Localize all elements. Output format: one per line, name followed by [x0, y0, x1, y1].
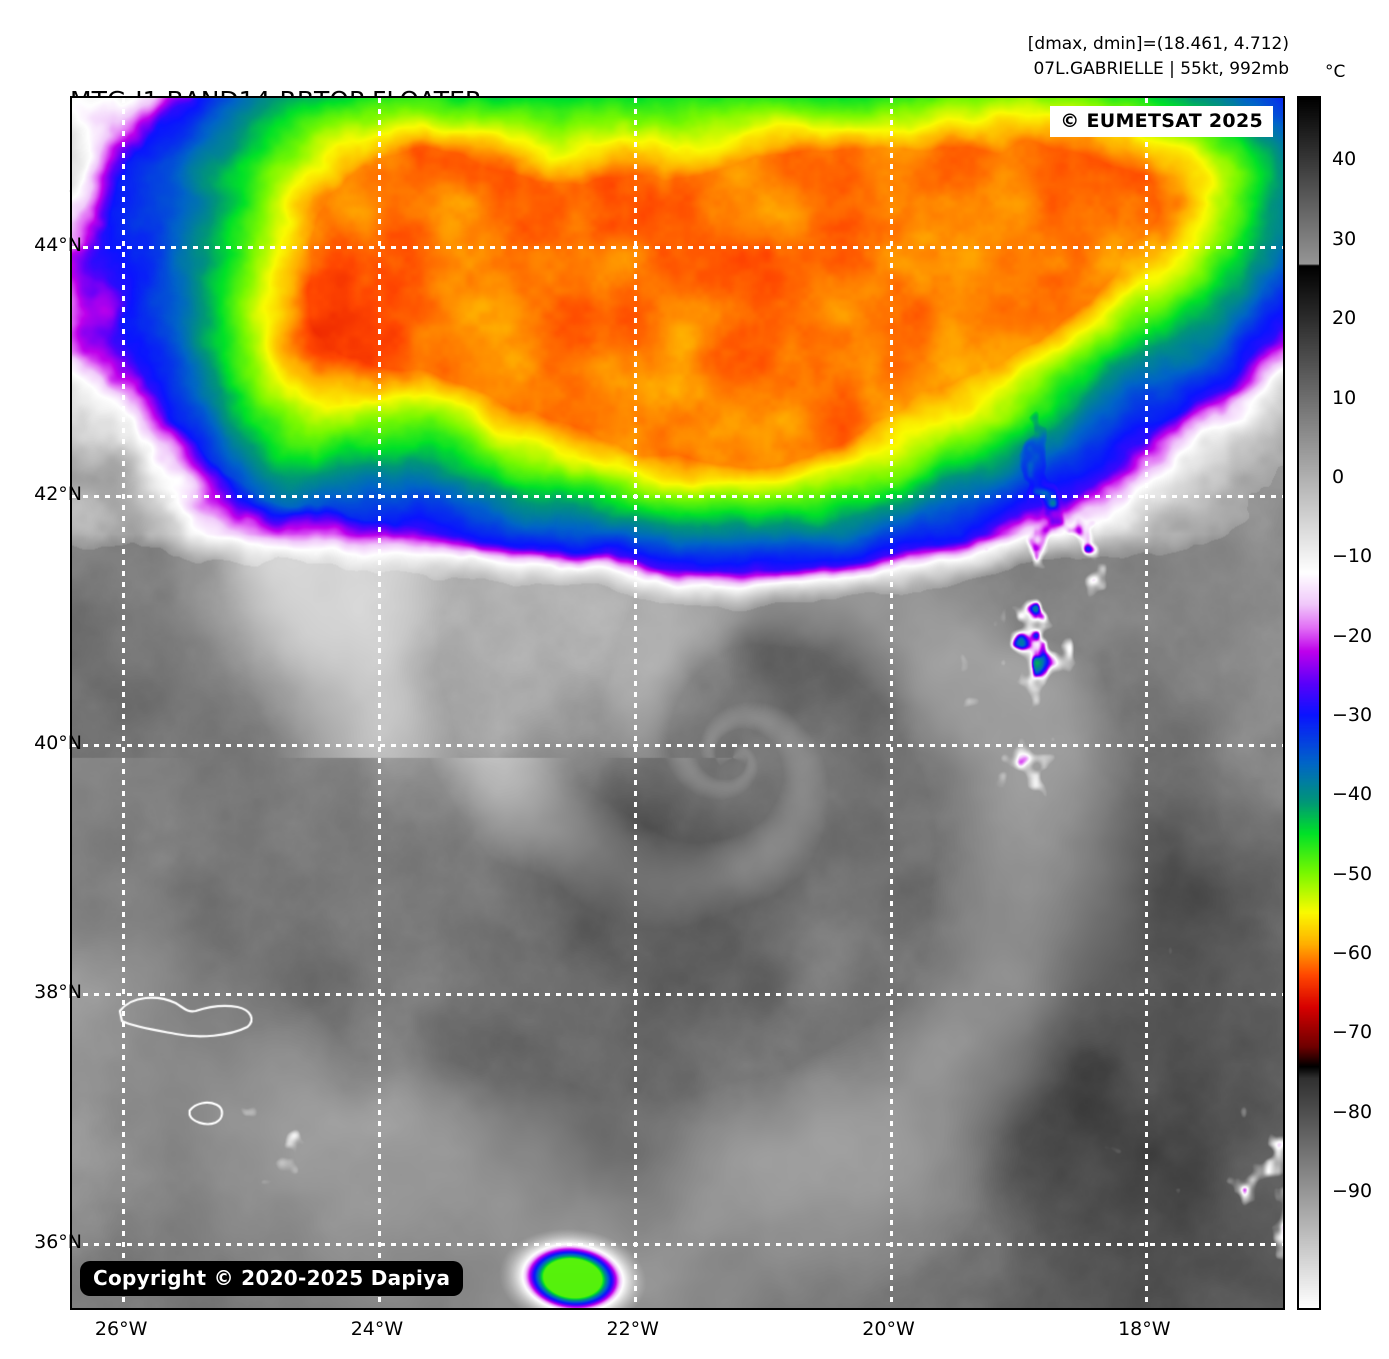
colorbar-tick-label: 10	[1332, 386, 1357, 409]
y-axis-tick-label: 38°N	[34, 981, 82, 1004]
colorbar-gradient	[1299, 98, 1319, 1308]
colorbar-tick-label: −10	[1332, 545, 1373, 568]
colorbar-tick-label: 40	[1332, 148, 1357, 171]
x-axis-tick-label: 18°W	[1118, 1318, 1171, 1340]
colorbar-tick-label: −80	[1332, 1100, 1373, 1123]
colorbar-tick-label: −20	[1332, 624, 1373, 647]
header-metadata: [dmax, dmin]=(18.461, 4.712) 07L.GABRIEL…	[1028, 32, 1289, 82]
satellite-imagery-canvas	[72, 98, 1283, 1308]
x-axis-tick-label: 20°W	[862, 1318, 915, 1340]
colorbar-tick-label: −50	[1332, 862, 1373, 885]
storm-info-text: 07L.GABRIELLE | 55kt, 992mb	[1033, 59, 1289, 79]
colorbar-tick-label: −60	[1332, 941, 1373, 964]
colorbar-tick-label: −30	[1332, 703, 1373, 726]
satellite-image-plot[interactable]: © EUMETSAT 2025 Copyright © 2020-2025 Da…	[70, 96, 1285, 1310]
colorbar-tick-label: −70	[1332, 1021, 1373, 1044]
colorbar-tick-label: −90	[1332, 1179, 1373, 1202]
y-axis-tick-label: 44°N	[34, 234, 82, 257]
colorbar-unit-label: °C	[1325, 62, 1346, 82]
colorbar-tick-label: 30	[1332, 227, 1357, 250]
copyright-badge: Copyright © 2020-2025 Dapiya	[80, 1261, 464, 1296]
y-axis-tick-label: 36°N	[34, 1230, 82, 1253]
colorbar-tick-label: 20	[1332, 307, 1357, 330]
x-axis-tick-label: 24°W	[350, 1318, 404, 1340]
eumetsat-credit-badge: © EUMETSAT 2025	[1050, 106, 1273, 137]
x-axis-tick-label: 22°W	[606, 1318, 659, 1340]
temperature-colorbar[interactable]	[1297, 96, 1321, 1310]
y-axis-tick-label: 40°N	[34, 732, 82, 755]
colorbar-tick-label: −40	[1332, 783, 1373, 806]
y-axis-tick-label: 42°N	[34, 483, 82, 506]
colorbar-tick-label: 0	[1332, 465, 1345, 488]
dmax-dmin-text: [dmax, dmin]=(18.461, 4.712)	[1027, 34, 1289, 54]
x-axis-tick-label: 26°W	[94, 1318, 148, 1340]
